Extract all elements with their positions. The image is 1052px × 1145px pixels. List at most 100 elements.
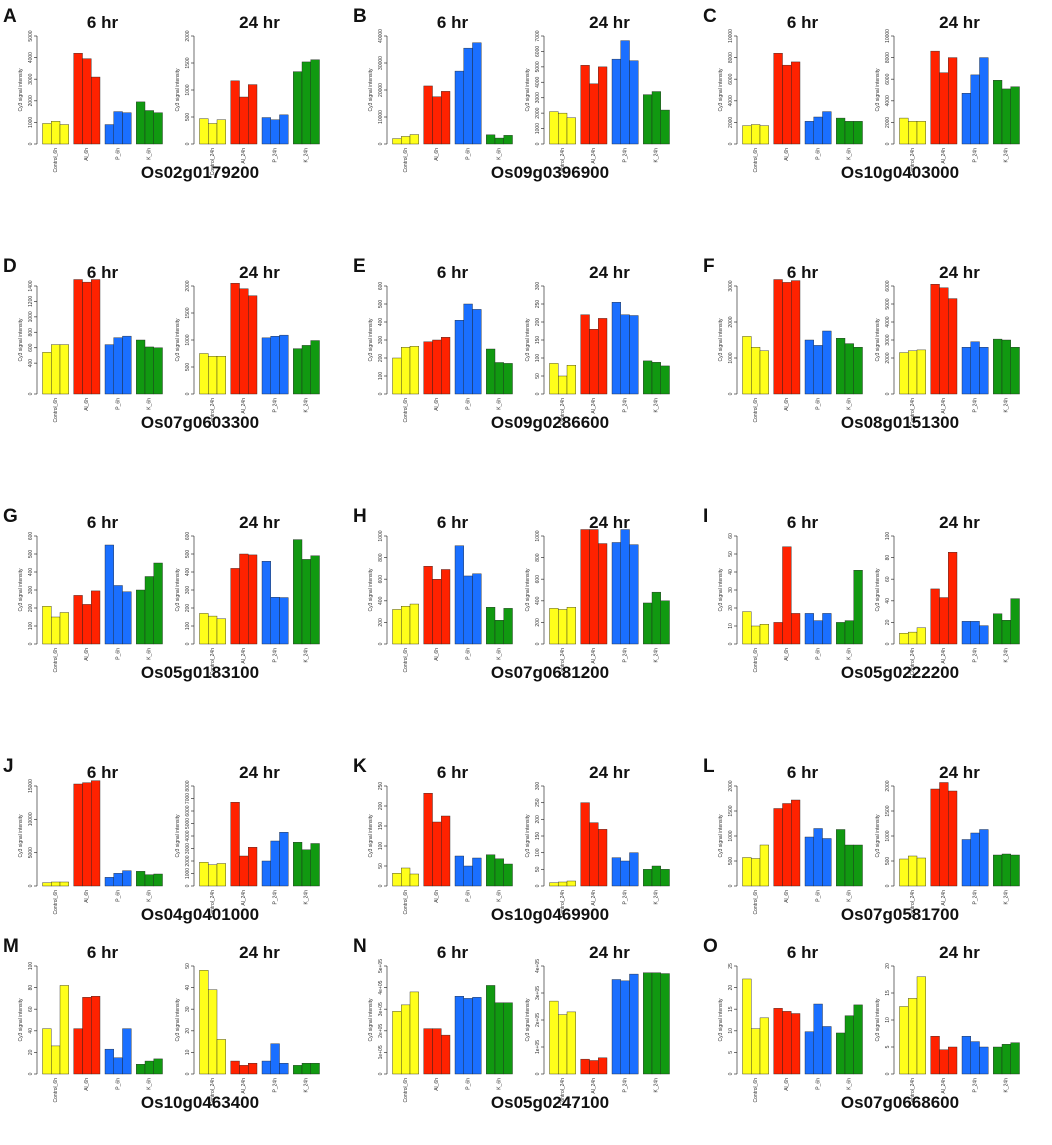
bar-k-2 <box>494 1002 504 1075</box>
bar-k-3 <box>660 973 670 1075</box>
bar-control-2 <box>208 615 218 645</box>
chart-title: 6 hr <box>437 513 469 532</box>
bar-control-2 <box>401 347 411 395</box>
bar-k-3 <box>153 873 163 887</box>
x-tick-label: Al_24h <box>941 398 947 414</box>
bar-k-2 <box>651 91 661 145</box>
panel-label: N <box>353 936 367 957</box>
x-tick-label: P_24h <box>622 1078 628 1093</box>
y-tick-label: 600 <box>28 343 34 352</box>
bar-k-2 <box>1001 1044 1011 1075</box>
gene-name: Os10g0463400 <box>141 1093 259 1112</box>
chart-l-24hr: 24 hr 0 500 1000 1500 2000 Cy3 signal intensit… <box>875 763 1020 917</box>
bar-control-3 <box>216 1039 226 1075</box>
bar-k-1 <box>836 622 846 645</box>
bar-p-1 <box>961 93 971 145</box>
x-tick-label: P_6h <box>465 1078 471 1090</box>
y-tick-label: 250 <box>378 782 384 791</box>
x-tick-label: K_6h <box>847 648 853 660</box>
chart-title: 24 hr <box>239 513 280 532</box>
y-tick-label: 0 <box>535 884 541 887</box>
bar-p-3 <box>472 42 482 145</box>
bar-control-2 <box>401 867 411 887</box>
bar-k-2 <box>301 849 311 887</box>
bar-k-1 <box>293 842 303 887</box>
x-tick-label: Al_6h <box>84 648 90 661</box>
y-tick-label: 5 <box>728 1051 734 1054</box>
bar-al-1 <box>930 50 940 145</box>
x-tick-label: K_6h <box>147 398 153 410</box>
bar-k-3 <box>1010 86 1020 145</box>
bar-al-2 <box>239 96 249 145</box>
bar-k-2 <box>1001 88 1011 145</box>
y-tick-label: 0 <box>28 142 34 145</box>
y-tick-label: 15000 <box>28 779 34 793</box>
y-tick-label: 5e+05 <box>378 959 384 973</box>
y-tick-label: 2e+05 <box>535 1013 541 1027</box>
chart-o-24hr: 24 hr 0 5 10 15 20 Cy3 signal intensity Control… <box>875 943 1020 1105</box>
y-tick-label: 6000 <box>885 280 891 291</box>
chart-a-24hr: 24 hr 0 500 1000 1500 2000 Cy3 signal intensit… <box>175 13 320 175</box>
gene-name: Os07g0603300 <box>141 413 259 432</box>
bar-k-1 <box>643 602 653 645</box>
y-axis-label: Cy3 signal intensity <box>525 998 531 1042</box>
y-axis-label: Cy3 signal intensity <box>175 318 181 362</box>
bar-p-2 <box>813 620 823 645</box>
y-tick-label: 300 <box>535 782 541 791</box>
bar-p-3 <box>122 1028 132 1075</box>
y-tick-label: 1500 <box>728 805 734 816</box>
bar-p-2 <box>113 1057 123 1075</box>
bar-al-2 <box>589 822 599 887</box>
bar-control-1 <box>899 1006 909 1075</box>
bar-k-1 <box>993 338 1003 395</box>
bar-k-3 <box>503 608 513 645</box>
panel-label: C <box>703 6 717 27</box>
y-tick-label: 0 <box>378 884 384 887</box>
bar-k-2 <box>844 343 854 395</box>
x-tick-label: P_24h <box>272 148 278 163</box>
x-tick-label: Al_6h <box>784 1078 790 1091</box>
x-tick-label: Control_24h <box>210 890 216 917</box>
bar-k-2 <box>844 620 854 645</box>
chart-f-6hr: 6 hr 0 1000 2000 3000 Cy3 signal intensity Con… <box>718 263 863 422</box>
y-tick-label: 500 <box>728 857 734 866</box>
bar-al-2 <box>589 1060 599 1075</box>
x-tick-label: Control_24h <box>910 1078 916 1105</box>
bar-p-3 <box>979 625 989 645</box>
bar-control-1 <box>199 118 209 145</box>
x-tick-label: Control_6h <box>753 890 759 915</box>
x-tick-label: Al_24h <box>591 1078 597 1094</box>
bar-control-3 <box>409 346 419 395</box>
y-tick-label: 0 <box>28 392 34 395</box>
y-tick-label: 0 <box>378 392 384 395</box>
y-tick-label: 0 <box>728 142 734 145</box>
y-tick-label: 4000 <box>185 830 191 841</box>
y-tick-label: 6000 <box>535 46 541 57</box>
bar-al-3 <box>791 613 801 645</box>
bar-p-2 <box>970 1041 980 1075</box>
bar-p-3 <box>629 60 639 145</box>
x-tick-label: K_24h <box>654 648 660 663</box>
y-tick-label: 40 <box>28 1028 34 1034</box>
x-tick-label: K_24h <box>1004 1078 1010 1093</box>
chart-title: 24 hr <box>589 943 630 962</box>
chart-l-6hr: 6 hr 0 500 1000 1500 2000 Cy3 signal intensity… <box>718 763 863 914</box>
x-tick-label: K_6h <box>497 148 503 160</box>
bar-k-2 <box>651 591 661 645</box>
y-axis-label: Cy3 signal intensity <box>718 68 724 112</box>
gene-name: Os10g0469900 <box>491 905 609 924</box>
bar-al-2 <box>432 339 442 395</box>
y-tick-label: 10 <box>185 1049 191 1055</box>
bar-k-3 <box>310 843 320 887</box>
y-tick-label: 0 <box>535 642 541 645</box>
x-tick-label: P_6h <box>115 398 121 410</box>
y-axis-label: Cy3 signal intensity <box>175 68 181 112</box>
bar-k-3 <box>660 869 670 887</box>
y-tick-label: 0 <box>535 142 541 145</box>
chart-title: 6 hr <box>787 763 819 782</box>
chart-title: 24 hr <box>589 263 630 282</box>
y-tick-label: 1000 <box>535 530 541 541</box>
panel-label: K <box>353 756 367 777</box>
y-axis-label: Cy3 signal intensity <box>718 998 724 1042</box>
panel-label: A <box>3 6 17 27</box>
